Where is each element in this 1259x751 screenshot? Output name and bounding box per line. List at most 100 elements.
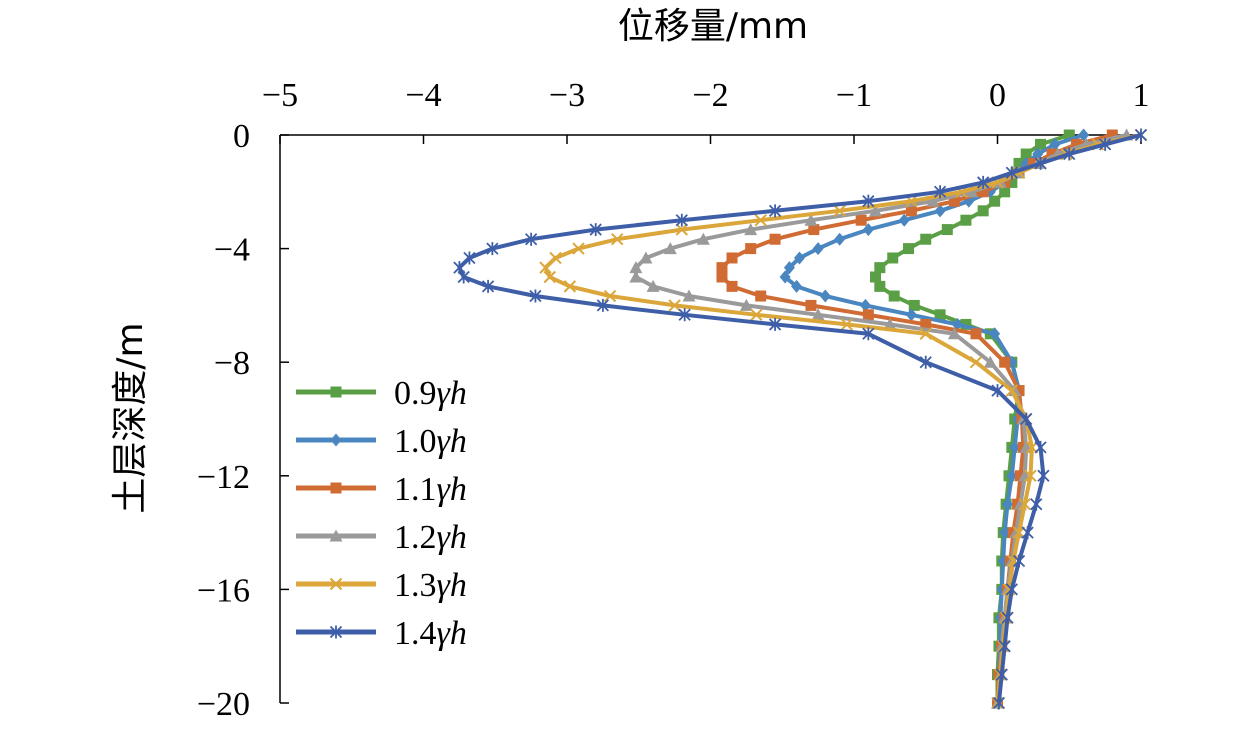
- data-point: [596, 298, 610, 312]
- data-point: [629, 270, 643, 283]
- data-point: [611, 233, 624, 246]
- legend-marker: [329, 577, 343, 591]
- data-point: [874, 280, 886, 292]
- legend-item-1.1: 1.1γh: [296, 471, 467, 508]
- data-point: [783, 261, 795, 275]
- data-point: [983, 355, 997, 368]
- data-point: [529, 289, 542, 303]
- data-point: [639, 251, 653, 264]
- legend-item-1.2: 1.2γh: [296, 519, 467, 556]
- data-point: [862, 223, 874, 237]
- x-tick-label: 1: [1133, 77, 1150, 114]
- data-point: [887, 252, 899, 264]
- data-point: [862, 194, 875, 208]
- series-0.9: [870, 129, 1075, 709]
- data-point: [859, 298, 871, 312]
- data-point: [668, 299, 681, 312]
- data-point: [989, 195, 1001, 207]
- data-point: [726, 280, 738, 292]
- data-point: [524, 232, 538, 246]
- data-point: [992, 696, 1006, 710]
- data-point: [543, 270, 556, 284]
- legend-marker: [329, 625, 343, 639]
- data-point: [678, 308, 691, 322]
- legend-marker: [330, 482, 342, 494]
- data-point: [716, 271, 728, 283]
- y-tick-label: −8: [214, 345, 250, 382]
- axes: −5 −4 −3 −2 −1 0 1 0 −4 −8 −12 −16 −20: [197, 77, 1150, 723]
- data-point: [563, 280, 577, 293]
- legend-label: 1.1γh: [394, 471, 467, 508]
- data-point: [1002, 497, 1014, 511]
- data-point: [920, 318, 932, 330]
- data-point: [1021, 526, 1034, 540]
- data-point: [486, 242, 499, 256]
- data-point: [1018, 497, 1031, 511]
- data-point: [463, 251, 476, 265]
- legend-item-1.4: 1.4γh: [296, 615, 467, 652]
- data-point: [934, 204, 946, 218]
- data-point: [1063, 129, 1075, 141]
- data-point: [834, 232, 846, 246]
- data-point: [791, 279, 803, 293]
- data-point: [811, 308, 825, 321]
- data-point: [941, 224, 953, 236]
- data-point: [1012, 554, 1026, 568]
- series-1.4: [453, 128, 1148, 710]
- legend-item-1.3: 1.3γh: [296, 567, 467, 604]
- series-1.2: [629, 128, 1134, 709]
- x-tick-label: −4: [405, 77, 441, 114]
- legend: 0.9γh 1.0γh 1.1γh 1.2γh 1.3γh 1.4γh: [296, 375, 467, 652]
- data-point: [1020, 412, 1033, 426]
- data-point: [870, 271, 882, 283]
- data-point: [754, 213, 767, 227]
- x-tick-label: −2: [692, 77, 728, 114]
- x-axis-title: 位移量/mm: [618, 6, 808, 47]
- data-point: [1013, 157, 1025, 169]
- series-line-1.2: [633, 133, 1128, 704]
- data-point: [862, 327, 875, 341]
- data-point: [1134, 128, 1148, 142]
- data-point: [1049, 137, 1061, 151]
- data-point: [744, 223, 758, 236]
- series-1.0: [779, 128, 1090, 710]
- data-point: [855, 214, 867, 226]
- data-point: [750, 308, 763, 321]
- data-point: [989, 327, 1001, 341]
- data-point: [481, 279, 495, 293]
- data-point: [908, 299, 920, 311]
- data-point: [769, 233, 781, 245]
- y-tick-label: −4: [214, 232, 250, 269]
- data-point: [589, 223, 602, 237]
- data-point: [1046, 148, 1058, 160]
- data-point: [1025, 441, 1039, 454]
- data-point: [682, 289, 696, 302]
- data-point: [1005, 166, 1018, 180]
- data-point: [1098, 137, 1112, 151]
- series-line-1.0: [783, 133, 1085, 704]
- legend-marker: [329, 529, 343, 542]
- data-point: [920, 233, 932, 245]
- data-point: [745, 243, 757, 255]
- x-tick-label: −3: [549, 77, 585, 114]
- data-point: [716, 262, 728, 274]
- legend-label: 1.3γh: [394, 567, 467, 604]
- data-point: [1024, 469, 1037, 483]
- data-point: [919, 355, 932, 369]
- data-point: [572, 242, 585, 255]
- legend-marker: [330, 433, 342, 447]
- data-point: [977, 175, 990, 189]
- data-point: [1034, 440, 1047, 454]
- data-point: [675, 223, 689, 236]
- y-axis-title: 土层深度/m: [110, 322, 151, 513]
- data-point: [960, 318, 972, 330]
- data-point: [1006, 469, 1018, 483]
- y-tick-label: −20: [197, 686, 250, 723]
- data-point: [549, 251, 562, 265]
- data-point: [969, 355, 983, 369]
- data-point: [965, 185, 979, 198]
- data-point: [960, 214, 972, 226]
- data-point: [1063, 147, 1076, 161]
- data-point: [768, 317, 782, 331]
